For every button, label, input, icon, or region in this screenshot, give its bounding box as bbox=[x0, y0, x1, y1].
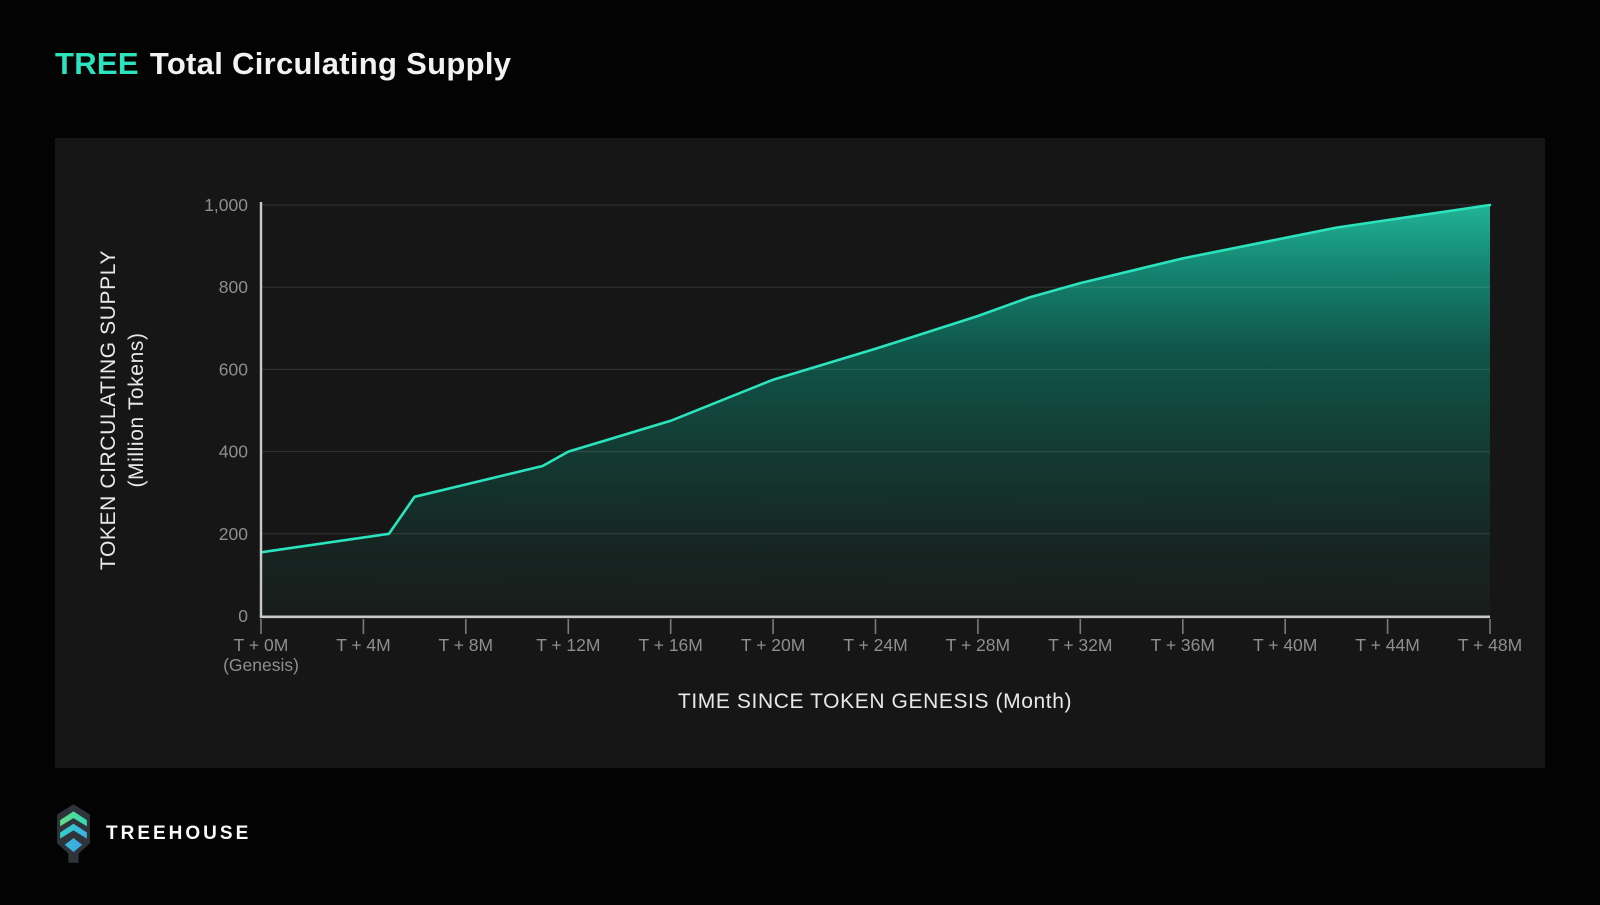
logo-chevron-middle bbox=[60, 823, 87, 839]
x-tick-label: T + 16M bbox=[639, 635, 703, 655]
x-tick-label: T + 32M bbox=[1048, 635, 1112, 655]
title-text: Total Circulating Supply bbox=[149, 46, 512, 81]
logo-diamond bbox=[64, 838, 83, 852]
x-tick-label: T + 8M bbox=[438, 635, 493, 655]
x-axis-ticks bbox=[260, 619, 1491, 634]
x-tick-label: T + 28M bbox=[946, 635, 1010, 655]
y-tick-label: 800 bbox=[219, 277, 248, 297]
x-tick-labels: T + 0M(Genesis) T + 4M T + 8M T + 12M T + 16… bbox=[223, 635, 1522, 675]
logo-chevron-top bbox=[60, 811, 87, 827]
y-axis-title-line1: TOKEN CIRCULATING SUPPLY bbox=[97, 250, 120, 570]
x-tick-label: T + 36M bbox=[1151, 635, 1215, 655]
x-tick-label: T + 4M bbox=[336, 635, 391, 655]
title-token-ticker: TREE bbox=[55, 46, 139, 81]
x-tick-label: (Genesis) bbox=[223, 655, 299, 675]
x-tick-label: T + 48M bbox=[1458, 635, 1522, 655]
page-title: TREE Total Circulating Supply bbox=[55, 46, 511, 82]
x-axis-title: TIME SINCE TOKEN GENESIS (Month) bbox=[678, 690, 1072, 713]
x-tick-label: T + 24M bbox=[843, 635, 907, 655]
supply-area-chart: T + 0M(Genesis) T + 4M T + 8M T + 12M T + 16… bbox=[97, 195, 1522, 713]
gridlines bbox=[261, 204, 1490, 535]
x-tick-label: T + 40M bbox=[1253, 635, 1317, 655]
treehouse-wordmark: TREEHOUSE bbox=[106, 823, 252, 844]
y-tick-label: 200 bbox=[219, 524, 248, 544]
x-tick-label: T + 12M bbox=[536, 635, 600, 655]
chart-panel: T + 0M (Genesis) T + 4M T + 8M T + 12M T + 16… bbox=[55, 138, 1545, 768]
treehouse-logo-icon bbox=[57, 804, 90, 863]
supply-line bbox=[259, 203, 1492, 554]
footer-brand: TREEHOUSE bbox=[55, 804, 251, 864]
x-tick-label: T + 44M bbox=[1355, 635, 1419, 655]
y-tick-label: 0 bbox=[238, 606, 248, 626]
supply-area-fill bbox=[261, 205, 1490, 616]
x-tick-label: T + 0M bbox=[234, 635, 289, 655]
y-axis-title-line2: (Million Tokens) bbox=[125, 332, 148, 487]
y-tick-label: 400 bbox=[219, 442, 248, 462]
y-tick-labels: 0 200 400 600 800 1,000 bbox=[204, 195, 248, 626]
x-tick-label: T + 20M bbox=[741, 635, 805, 655]
y-tick-label: 600 bbox=[219, 359, 248, 379]
y-tick-label: 1,000 bbox=[204, 195, 248, 215]
